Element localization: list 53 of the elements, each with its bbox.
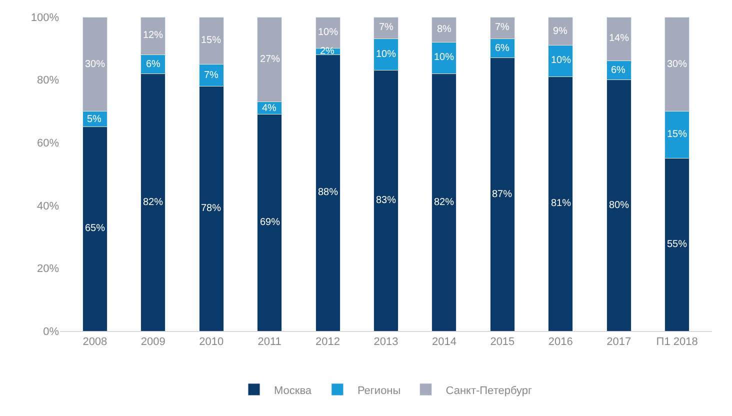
data-label: 83% xyxy=(376,195,396,206)
data-label: 69% xyxy=(260,217,280,228)
data-label: 2% xyxy=(320,46,335,57)
data-label: 6% xyxy=(611,65,626,76)
data-label: 14% xyxy=(609,33,630,44)
legend-label: Москва xyxy=(274,384,312,397)
data-label: 80% xyxy=(609,200,630,211)
legend-label: Регионы xyxy=(357,384,401,397)
data-label: 82% xyxy=(434,197,454,208)
data-label: 4% xyxy=(262,103,277,114)
data-label: 65% xyxy=(85,223,106,234)
x-tick-label: 2010 xyxy=(199,336,224,348)
data-label: 10% xyxy=(376,49,396,60)
data-label: 78% xyxy=(201,203,222,214)
x-tick-label: 2008 xyxy=(82,336,108,348)
data-label: 15% xyxy=(667,129,688,140)
x-tick-label: 2011 xyxy=(258,336,282,348)
data-label: 10% xyxy=(551,55,572,66)
y-tick-label: 60% xyxy=(36,137,60,150)
y-tick-label: 40% xyxy=(36,200,60,212)
y-tick-label: 0% xyxy=(43,326,60,338)
data-label: 8% xyxy=(437,24,452,35)
x-tick-label: 2017 xyxy=(606,336,632,348)
data-label: 15% xyxy=(201,35,222,46)
x-tick-label: П1 2018 xyxy=(656,336,698,348)
y-tick-label: 100% xyxy=(30,12,60,24)
x-tick-label: 2015 xyxy=(490,336,515,348)
data-label: 7% xyxy=(204,70,219,81)
x-tick-label: 2016 xyxy=(548,336,573,348)
data-label: 88% xyxy=(318,187,338,198)
data-label: 27% xyxy=(260,54,280,65)
x-tick-label: 2013 xyxy=(374,336,398,348)
data-label: 6% xyxy=(146,59,161,70)
data-label: 9% xyxy=(553,26,568,37)
x-tick-label: 2012 xyxy=(316,336,340,348)
data-label: 10% xyxy=(434,52,454,63)
data-label: 10% xyxy=(318,27,338,38)
x-tick-label: 2009 xyxy=(140,336,166,348)
data-label: 30% xyxy=(667,59,688,70)
data-label: 82% xyxy=(143,197,164,208)
data-label: 7% xyxy=(495,22,510,33)
y-tick-label: 20% xyxy=(36,263,60,276)
data-label: 87% xyxy=(492,189,512,200)
data-label: 55% xyxy=(667,239,688,250)
data-label: 30% xyxy=(85,59,106,70)
x-tick-label: 2014 xyxy=(432,336,456,348)
data-label: 5% xyxy=(87,114,102,125)
legend-label: Санкт-Петербург xyxy=(446,384,532,397)
data-label: 81% xyxy=(551,198,572,209)
y-tick-label: 80% xyxy=(36,74,60,87)
data-label: 12% xyxy=(143,30,164,41)
data-label: 6% xyxy=(495,43,510,54)
data-label: 7% xyxy=(379,22,394,33)
